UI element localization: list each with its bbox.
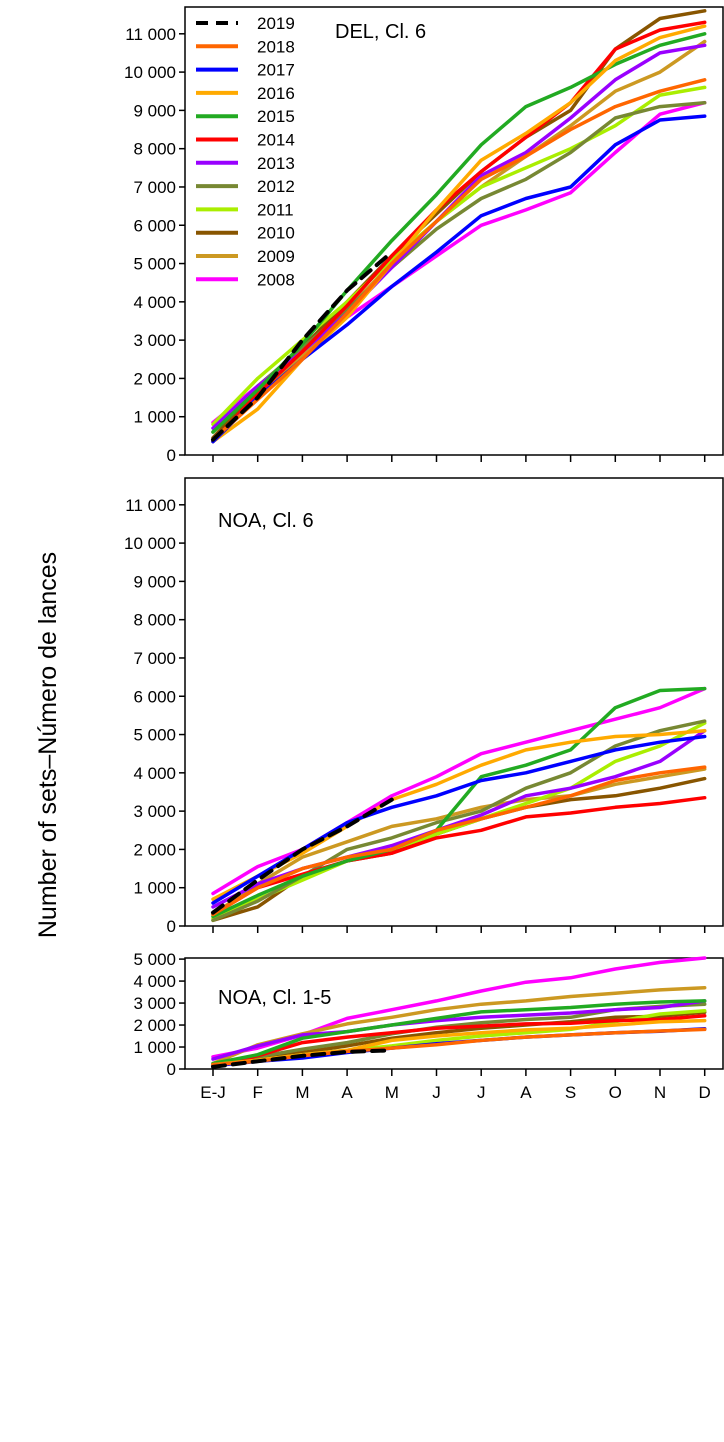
y-tick-label: 6 000	[133, 216, 176, 235]
series-line-2015	[211, 686, 707, 919]
legend-label-2017: 2017	[257, 61, 295, 80]
panel-frame	[184, 957, 724, 1070]
y-tick-label: 9 000	[133, 572, 176, 591]
y-tick-label: 0	[167, 917, 176, 936]
y-tick-label: 2 000	[133, 1016, 176, 1035]
series-line-2014	[211, 20, 707, 444]
panel-title: NOA, Cl. 6	[218, 510, 314, 532]
y-tick-label: 4 000	[133, 972, 176, 991]
y-tick-label: 5 000	[133, 255, 176, 274]
legend-label-2009: 2009	[257, 247, 295, 266]
legend-label-2013: 2013	[257, 154, 295, 173]
y-tick-label: 5 000	[133, 950, 176, 969]
y-tick-label: 11 000	[125, 25, 176, 44]
y-tick-label: 10 000	[124, 534, 176, 553]
x-tick-label: E-J	[200, 1083, 226, 1102]
series-line-2010	[211, 776, 707, 923]
y-tick-label: 10 000	[124, 63, 176, 82]
y-tick-label: 4 000	[133, 293, 176, 312]
y-axis-label: Number of sets–Número de lances	[34, 552, 62, 938]
series-line-2018	[211, 765, 707, 917]
legend-label-2008: 2008	[257, 270, 295, 289]
y-tick-label: 4 000	[133, 764, 176, 783]
panel-title: NOA, Cl. 1-5	[218, 987, 331, 1009]
x-tick-label: N	[654, 1083, 666, 1102]
legend-label-2018: 2018	[257, 37, 295, 56]
series-line-2012	[211, 719, 707, 923]
y-tick-label: 1 000	[133, 879, 176, 898]
y-tick-label: 1 000	[133, 1038, 176, 1057]
series-line-2014	[211, 1014, 707, 1068]
series-line-2009	[211, 767, 707, 917]
series-line-2019	[211, 797, 394, 915]
panel-frame	[184, 6, 724, 456]
y-tick-label: 11 000	[125, 496, 176, 515]
series-line-2014	[211, 795, 707, 917]
legend-label-2012: 2012	[257, 177, 295, 196]
y-tick-label: 3 000	[133, 802, 176, 821]
series-line-2015	[211, 999, 707, 1066]
legend-label-2015: 2015	[257, 107, 295, 126]
x-tick-label: S	[565, 1083, 576, 1102]
legend-label-2016: 2016	[257, 84, 295, 103]
legend-label-2011: 2011	[257, 200, 294, 219]
y-tick-label: 7 000	[133, 649, 176, 668]
y-tick-label: 6 000	[133, 687, 176, 706]
x-tick-label: F	[253, 1083, 263, 1102]
series-line-2016	[211, 728, 707, 901]
y-tick-label: 0	[167, 446, 176, 465]
series-line-2019	[211, 1048, 394, 1069]
legend-label-2019: 2019	[257, 14, 295, 33]
y-tick-label: 0	[167, 1060, 176, 1079]
y-tick-label: 3 000	[133, 331, 176, 350]
series-line-2012	[211, 100, 707, 434]
series-line-2013	[211, 999, 707, 1061]
y-tick-label: 2 000	[133, 840, 176, 859]
x-tick-label: J	[432, 1083, 441, 1102]
series-line-2019	[211, 250, 394, 442]
x-tick-label: J	[477, 1083, 486, 1102]
panel-frame	[184, 477, 724, 927]
panel-title: DEL, Cl. 6	[335, 21, 426, 43]
y-tick-label: 3 000	[133, 994, 176, 1013]
y-tick-label: 5 000	[133, 726, 176, 745]
x-tick-label: A	[520, 1083, 532, 1102]
x-tick-label: M	[385, 1083, 399, 1102]
series-line-2011	[211, 721, 707, 921]
series-line-2018	[211, 78, 707, 442]
x-tick-label: M	[295, 1083, 309, 1102]
legend-label-2014: 2014	[257, 131, 295, 150]
x-tick-label: O	[609, 1083, 622, 1102]
legend-label-2010: 2010	[257, 224, 295, 243]
series-line-2010	[211, 1010, 707, 1068]
y-tick-label: 1 000	[133, 408, 176, 427]
x-tick-label: A	[341, 1083, 353, 1102]
y-tick-label: 8 000	[133, 140, 176, 159]
y-tick-label: 8 000	[133, 611, 176, 630]
y-tick-label: 7 000	[133, 178, 176, 197]
x-tick-label: D	[699, 1083, 711, 1102]
y-tick-label: 9 000	[133, 101, 176, 120]
y-tick-label: 2 000	[133, 369, 176, 388]
